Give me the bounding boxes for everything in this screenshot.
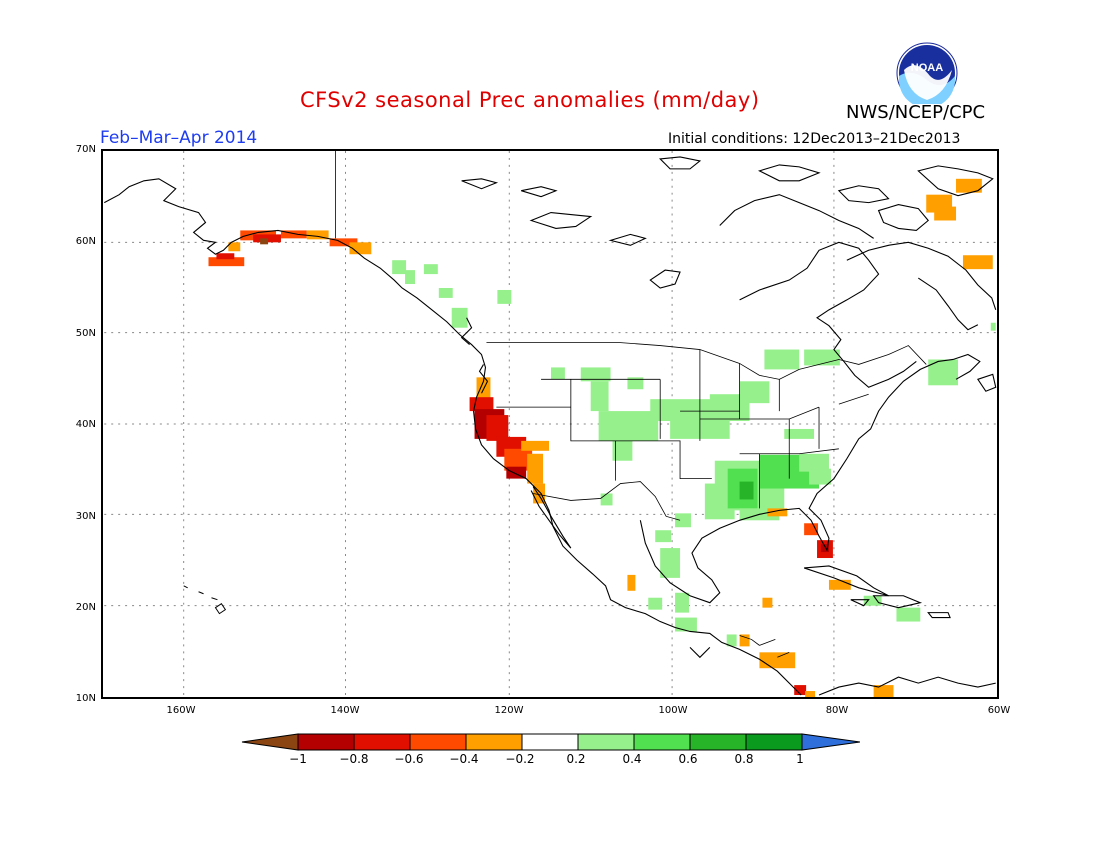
legend-swatch [801,733,860,751]
legend-label: 0.4 [622,752,642,766]
season-label: Feb–Mar–Apr 2014 [100,128,258,148]
legend-swatch [577,733,635,751]
legend-swatch [521,733,579,751]
lat-label: 60N [75,236,96,247]
lon-label: 120W [494,705,524,716]
anomaly-cells [208,178,996,697]
coastlines [104,156,997,696]
lon-label: 160W [166,705,196,716]
legend-label: −0.4 [449,752,479,766]
legend-swatch [689,733,747,751]
legend-swatch [633,733,691,751]
legend-label: 0.2 [566,752,586,766]
legend-swatch [409,733,467,751]
lat-label: 30N [75,511,96,522]
graticule [104,151,996,697]
legend-label: 0.8 [734,752,754,766]
lat-label: 10N [75,693,96,704]
lat-label: 50N [75,328,96,339]
initial-conditions-label: Initial conditions: 12Dec2013–21Dec2013 [668,131,961,147]
chart-title: CFSv2 seasonal Prec anomalies (mm/day) [300,88,760,112]
legend-swatch [353,733,411,751]
lat-label: 20N [75,602,96,613]
legend-label: −1 [289,752,307,766]
legend-label: 1 [796,752,804,766]
hawaii [183,585,227,615]
legend-swatch [241,733,299,751]
lon-label: 100W [658,705,688,716]
borders [335,151,927,658]
legend-label: −0.2 [505,752,535,766]
legend-swatch [297,733,355,751]
noaa-logo-text: NOAA [911,62,943,74]
legend-label: 0.6 [678,752,698,766]
lon-label: 140W [330,705,360,716]
lat-label: 70N [75,144,96,155]
lat-label: 40N [75,419,96,430]
legend-colorbar [241,733,860,751]
agency-label: NWS/NCEP/CPC [846,102,986,123]
lon-label: 60W [987,705,1011,716]
legend-swatch [465,733,523,751]
lon-label: 80W [825,705,849,716]
noaa-logo: NOAA [896,42,958,104]
legend-label: −0.6 [394,752,424,766]
legend-swatch [745,733,803,751]
precip-anomaly-map [101,149,999,699]
legend-label: −0.8 [339,752,369,766]
